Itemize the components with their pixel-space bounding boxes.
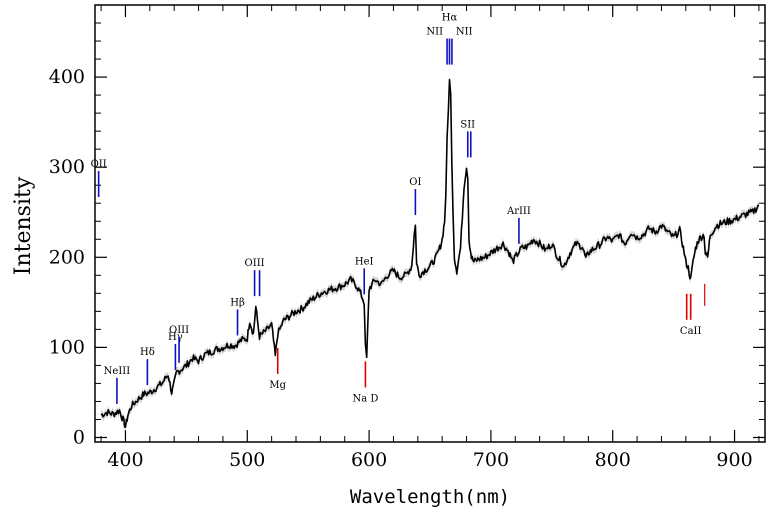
emission-marker: HeI bbox=[355, 256, 374, 295]
y-tick-label: 300 bbox=[49, 156, 85, 178]
error-band bbox=[101, 75, 759, 432]
spectral-line-label: NeIII bbox=[104, 366, 131, 377]
spectrum-line-group bbox=[100, 78, 760, 428]
emission-marker: Hγ bbox=[168, 332, 183, 371]
spectral-line-label: CaII bbox=[680, 326, 702, 337]
emission-marker: NeIII bbox=[104, 366, 131, 404]
error-band-area bbox=[101, 75, 759, 432]
x-tick-label: 700 bbox=[473, 449, 509, 471]
spectral-line-label: Hδ bbox=[140, 347, 155, 358]
spectral-line-label: Na D bbox=[352, 393, 378, 404]
spectral-line-label: Hβ bbox=[230, 297, 245, 308]
spectral-line-label: OIII bbox=[169, 325, 189, 336]
spectral-line-label: OII bbox=[91, 159, 107, 170]
spectral-line-label: SII bbox=[460, 119, 475, 130]
emission-marker: NII bbox=[451, 27, 473, 65]
x-tick-label: 600 bbox=[351, 449, 387, 471]
x-tick-label: 900 bbox=[716, 449, 752, 471]
x-tick-label: 500 bbox=[229, 449, 265, 471]
y-tick-label: 400 bbox=[49, 66, 85, 88]
y-tick-label: 200 bbox=[49, 246, 85, 268]
absorption-marker: CaII bbox=[680, 283, 706, 337]
spectral-line-label: ArIII bbox=[506, 206, 531, 217]
emission-marker: Hδ bbox=[140, 347, 155, 386]
y-tick-label: 100 bbox=[49, 336, 85, 358]
x-axis-title: Wavelength(nm) bbox=[350, 486, 510, 508]
spectral-line-label: HeI bbox=[355, 256, 374, 267]
y-axis-title: Intensity bbox=[11, 176, 36, 275]
spectral-line-label: NII bbox=[426, 27, 443, 38]
emission-marker: NII bbox=[426, 27, 448, 65]
spectral-line-label: OIII bbox=[245, 258, 265, 269]
spectral-line-label: NII bbox=[456, 27, 473, 38]
emission-marker: OII bbox=[91, 159, 107, 198]
x-tick-label: 400 bbox=[107, 449, 143, 471]
spectrum-line bbox=[100, 78, 760, 428]
emission-marker: Hα bbox=[442, 13, 458, 65]
emission-marker: OI bbox=[409, 177, 422, 216]
absorption-marker: Mg bbox=[269, 347, 287, 391]
spectral-line-label: Hα bbox=[442, 13, 458, 24]
plot-frame bbox=[94, 4, 766, 443]
y-tick-labels: 0 100 200 300 400 bbox=[49, 66, 85, 448]
absorption-marker: Na D bbox=[352, 361, 378, 404]
spectral-line-label: OI bbox=[409, 177, 421, 188]
emission-marker: ArIII bbox=[506, 206, 531, 244]
spectral-line-label: Mg bbox=[269, 380, 286, 391]
x-tick-label: 800 bbox=[595, 449, 631, 471]
emission-marker: SII bbox=[460, 119, 475, 158]
emission-marker: OIII bbox=[245, 258, 265, 297]
emission-marker: Hβ bbox=[230, 297, 245, 336]
axis-ticks bbox=[95, 5, 765, 442]
x-tick-labels: 400 500 600 700 800 900 bbox=[107, 449, 752, 471]
emission-marker: OIII bbox=[169, 325, 189, 363]
spectral-line-label: Hγ bbox=[168, 332, 183, 343]
y-tick-label: 0 bbox=[73, 426, 85, 448]
